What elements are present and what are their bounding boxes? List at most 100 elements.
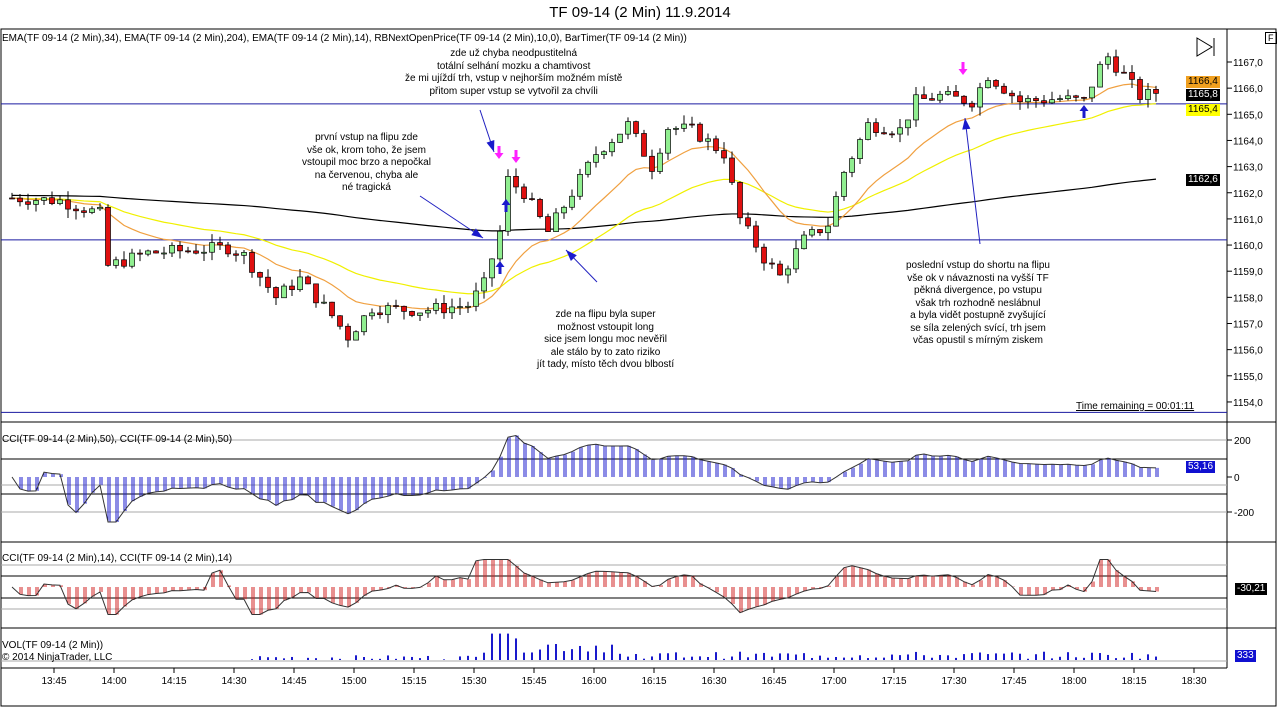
candle xyxy=(1025,98,1031,103)
annotation-line: však trh rozhodně neslábnul xyxy=(915,297,1041,309)
annotation-1: zde už chyba neodpustitelná totální selhá… xyxy=(405,48,622,98)
candle xyxy=(265,276,271,288)
candle xyxy=(129,252,135,267)
arrow-head-icon xyxy=(962,118,971,130)
candle xyxy=(465,305,471,308)
candle xyxy=(873,122,879,133)
candle xyxy=(1129,72,1135,80)
candle xyxy=(665,129,671,154)
candle xyxy=(105,206,111,266)
annotation-line: první vstup na flipu zde xyxy=(315,132,418,143)
sell-arrow-icon xyxy=(511,150,521,163)
cci50-tick-label: -200 xyxy=(1234,508,1254,519)
candle xyxy=(41,197,47,201)
candle xyxy=(345,325,351,341)
candle xyxy=(289,285,295,291)
candle xyxy=(977,87,983,108)
candle xyxy=(561,206,567,214)
x-tick-label: 16:45 xyxy=(761,676,786,687)
candle xyxy=(457,306,463,308)
candle xyxy=(145,250,151,255)
candle xyxy=(521,186,527,199)
candle xyxy=(681,123,687,129)
ema-204-line xyxy=(11,178,1157,232)
annotation-line: vstoupil moc brzo a nepočkal xyxy=(302,157,431,168)
candle xyxy=(817,229,823,234)
cci50-panel-label: CCI(TF 09-14 (2 Min),50), CCI(TF 09-14 (… xyxy=(2,434,233,445)
play-to-end-icon xyxy=(1196,37,1215,57)
x-tick-label: 15:15 xyxy=(401,676,426,687)
cci14-panel-label: CCI(TF 09-14 (2 Min),14), CCI(TF 09-14 (… xyxy=(2,553,233,564)
candle xyxy=(937,93,943,101)
candle xyxy=(513,176,519,188)
y-tick-label: 1154,0 xyxy=(1233,398,1263,409)
price-panel-label: EMA(TF 09-14 (2 Min),34), EMA(TF 09-14 (… xyxy=(2,33,687,44)
candle xyxy=(889,133,895,136)
f-button[interactable]: F xyxy=(1265,32,1277,44)
x-tick-label: 13:45 xyxy=(41,676,66,687)
candle xyxy=(1033,98,1039,101)
candle xyxy=(425,309,431,314)
candle xyxy=(897,127,903,135)
candle xyxy=(769,262,775,265)
candle xyxy=(577,173,583,197)
annotation-line: jít tady, místo těch dvou blbostí xyxy=(537,359,675,370)
candle xyxy=(753,225,759,248)
sell-arrow-icon xyxy=(958,62,968,75)
candle xyxy=(705,138,711,142)
x-tick-label: 16:00 xyxy=(581,676,606,687)
time-remaining: Time remaining = 00:01:11 xyxy=(1076,401,1195,412)
candle xyxy=(81,210,87,213)
y-tick-label: 1158,0 xyxy=(1233,293,1263,304)
candle xyxy=(809,229,815,236)
x-tick-label: 17:00 xyxy=(821,676,846,687)
x-tick-label: 16:30 xyxy=(701,676,726,687)
candle xyxy=(953,91,959,97)
candle xyxy=(1009,92,1015,97)
x-tick-label: 14:30 xyxy=(221,676,246,687)
candle xyxy=(1065,95,1071,100)
buy-arrow-icon xyxy=(495,261,505,274)
candle xyxy=(25,201,31,205)
candle xyxy=(833,196,839,227)
candle xyxy=(321,301,327,304)
ema-34-line xyxy=(11,103,1157,295)
candle xyxy=(1121,71,1127,74)
candle xyxy=(945,91,951,95)
candle xyxy=(361,315,367,333)
candle xyxy=(537,199,543,217)
sell-arrow-icon xyxy=(494,146,504,159)
candle xyxy=(153,250,159,254)
cci50-tick-label: 200 xyxy=(1234,436,1251,447)
candle xyxy=(297,276,303,291)
candle xyxy=(881,132,887,135)
x-tick-label: 17:45 xyxy=(1001,676,1026,687)
candle xyxy=(745,217,751,227)
candle xyxy=(761,246,767,264)
y-tick-label: 1157,0 xyxy=(1233,320,1263,331)
candle xyxy=(1081,97,1087,99)
candle xyxy=(633,121,639,134)
tag-vol: 333 xyxy=(1235,650,1256,662)
candle xyxy=(369,312,375,317)
y-tick-label: 1160,0 xyxy=(1233,241,1263,252)
candle xyxy=(305,276,311,285)
candle xyxy=(241,252,247,256)
candle xyxy=(1105,56,1111,65)
annotation-line: ale stálo by to zato riziko xyxy=(550,346,661,358)
candle xyxy=(649,155,655,172)
annotation-line: sice jsem longu moc nevěřil xyxy=(544,334,667,345)
y-tick-label: 1161,0 xyxy=(1233,215,1263,226)
candle xyxy=(697,123,703,142)
candle xyxy=(1097,63,1103,88)
candle xyxy=(73,208,79,212)
candle xyxy=(657,152,663,172)
candle xyxy=(89,208,95,213)
candle xyxy=(1001,85,1007,94)
x-tick-label: 15:45 xyxy=(521,676,546,687)
candle xyxy=(609,142,615,153)
candle xyxy=(529,198,535,200)
arrow-head-icon xyxy=(486,140,495,152)
annotation-line: možnost vstoupit long xyxy=(557,321,654,333)
